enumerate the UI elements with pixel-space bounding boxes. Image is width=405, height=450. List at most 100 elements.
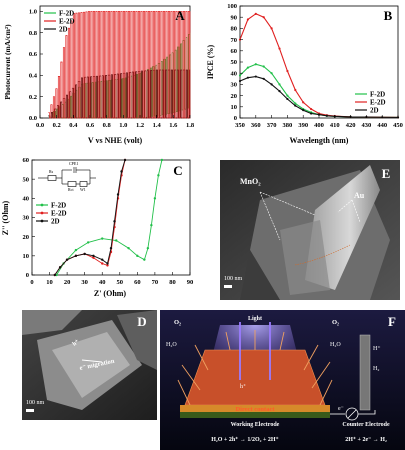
panel-c-point	[153, 197, 157, 200]
panel-b-point	[262, 77, 265, 80]
panel-e-mno2-label: MnO₂	[240, 177, 261, 186]
panel-a-xtick-label: 1.0	[119, 122, 127, 129]
panel-b-xtick-label: 360	[251, 122, 261, 129]
panel-b-point	[254, 75, 257, 78]
panel-e-scale-bar	[224, 285, 232, 288]
panel-a-ytick-label: 1.0	[29, 9, 37, 16]
panel-c-point	[101, 258, 104, 261]
panel-d-scale-bar	[26, 409, 34, 412]
panel-c-point	[127, 246, 130, 250]
panel-b-ytick-label: 0	[234, 115, 237, 122]
panel-a-ytick-label: 0.2	[29, 94, 37, 101]
panel-b-ytick-label: 80	[231, 26, 238, 33]
panel-b-legend-e2d: E-2D	[370, 99, 386, 107]
panel-b-ytick-label: 100	[227, 3, 237, 10]
panel-f-o2-right: O₂	[332, 319, 339, 326]
panel-d-scale-label: 100 nm	[26, 400, 45, 406]
panel-a-legend-2d: 2D	[59, 26, 68, 34]
panel-b-xtick-label: 440	[377, 122, 387, 129]
panel-a-xtick-label: 1.8	[186, 122, 195, 129]
panel-b-letter: B	[384, 8, 393, 23]
panel-c-point	[143, 258, 146, 261]
panel-b-point	[246, 18, 249, 21]
panel-b-point	[278, 90, 281, 93]
panel-b-xtick-label: 430	[362, 122, 372, 129]
panel-a-xtick-label: 0.6	[86, 122, 95, 129]
panel-f-hplus: h⁺	[240, 383, 246, 390]
panel-c-xtick-label: 90	[187, 279, 194, 286]
panel-c-point	[92, 256, 95, 259]
panel-b-point	[246, 66, 249, 69]
panel-f-h2o-left: H₂O	[166, 342, 177, 348]
panel-a-legend-f2d: F-2D	[59, 10, 74, 18]
panel-c-legend: F-2D E-2D 2D	[36, 202, 67, 226]
panel-c-ytick-label: 30	[23, 215, 30, 222]
panel-b-legend-f2d: F-2D	[370, 91, 385, 99]
panel-c-point	[65, 258, 69, 261]
panel-b-point	[270, 83, 273, 86]
panel-d-h-label: h⁺	[71, 338, 80, 347]
equivalent-circuit	[38, 167, 96, 187]
panel-f-o2-left: O₂	[174, 319, 181, 326]
panel-b-legend: F-2D E-2D 2D	[355, 91, 386, 115]
panel-c-legend-e2d: E-2D	[51, 210, 67, 218]
panel-b-ytick-label: 40	[231, 70, 238, 77]
panel-c-legend-f2d: F-2D	[51, 202, 66, 210]
panel-c-point	[120, 170, 123, 173]
panel-b-point	[238, 79, 242, 83]
panel-c-xtick-label: 80	[169, 279, 176, 286]
panel-c-ytick-label: 40	[23, 196, 30, 203]
panel-c-letter: C	[173, 163, 182, 178]
panel-b-point	[278, 47, 281, 50]
circuit-rct: Rct	[68, 187, 74, 192]
panel-b-point	[238, 74, 242, 77]
panel-d-sem-image: D h⁺ e⁻ migration 100 nm	[22, 310, 157, 420]
panel-c-point	[157, 174, 160, 177]
panel-a-chart: 0.0 0.2 0.4 0.6 0.8 1.0 1.2 1.4 1.6 1.8 0.0 0.2 0.4…	[3, 5, 195, 145]
panel-a-xtick-label: 1.2	[136, 122, 144, 129]
panel-b-point	[325, 114, 328, 117]
panel-c-point	[86, 241, 90, 244]
panel-c-point	[74, 248, 78, 252]
panel-f-working-electrode: Working Electrode	[231, 422, 280, 428]
panel-a-xtick-label: 0.4	[69, 122, 78, 129]
panel-b-ylabel: IPCE (%)	[206, 44, 215, 79]
panel-b-point	[302, 109, 305, 112]
panel-c-xtick-label: 60	[134, 279, 141, 286]
panel-a-xtick-label: 0.8	[103, 122, 112, 129]
panel-b-point	[278, 83, 281, 86]
panel-c-xtick-label: 70	[152, 279, 159, 286]
panel-c-xtick-label: 50	[117, 279, 124, 286]
panel-b-point	[254, 63, 257, 66]
panel-f-h2: H₂	[373, 366, 379, 372]
panel-b-xtick-label: 350	[235, 122, 245, 129]
panel-c-point	[150, 223, 153, 227]
panel-e-au-label: Au	[354, 191, 365, 200]
panel-c-point	[101, 262, 104, 265]
panel-a-legend-e2d: E-2D	[59, 18, 75, 26]
panel-c-point	[136, 254, 139, 258]
panel-b-point	[310, 107, 313, 111]
panel-c-ytick-label: 10	[23, 253, 30, 260]
panel-b-ytick-label: 70	[231, 37, 238, 44]
circuit-w1: W1	[80, 187, 86, 192]
panel-f-eq-left: H₂O + 2h⁺ → 1/2O₂ + 2H⁺	[211, 436, 278, 443]
panel-c-point	[106, 262, 109, 265]
circuit-cpe1: CPE1	[69, 161, 78, 166]
panel-b-xtick-label: 410	[330, 122, 340, 129]
panel-e-scale-label: 100 nm	[224, 276, 243, 282]
panel-c-ytick-label: 50	[23, 176, 30, 183]
panel-f-hion: H⁺	[373, 345, 381, 352]
panel-c-xtick-label: 0	[30, 279, 33, 286]
panel-f-letter: F	[388, 314, 396, 329]
panel-a-xtick-label: 1.6	[169, 122, 178, 129]
panel-e-sem-image: E MnO₂ Au 100 nm	[220, 160, 400, 300]
panel-b-ytick-label: 60	[231, 48, 238, 55]
panel-b-xtick-label: 450	[393, 122, 403, 129]
panel-c-point	[55, 273, 58, 277]
panel-b-point	[286, 97, 289, 101]
panel-b-ytick-label: 10	[231, 104, 238, 111]
panel-f-counter-electrode: Counter Electrode	[342, 422, 390, 428]
panel-f-direct-contact: Direct contact	[235, 406, 275, 413]
panel-a-ytick-label: 0.0	[29, 115, 37, 122]
